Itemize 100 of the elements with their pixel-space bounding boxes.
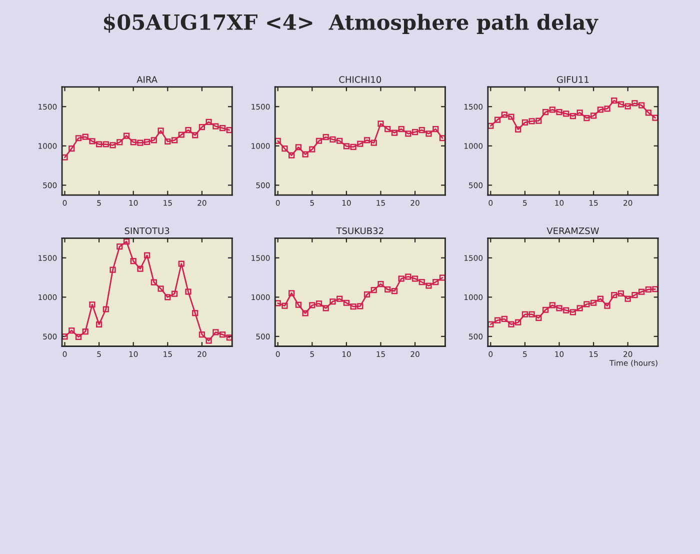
chart-title: GIFU11 [556, 76, 589, 83]
point [391, 130, 398, 136]
point [295, 144, 302, 150]
point [536, 314, 542, 322]
point [357, 140, 364, 147]
point [370, 140, 377, 146]
point [130, 258, 136, 264]
point [645, 286, 652, 292]
point [432, 126, 439, 132]
point [384, 126, 391, 132]
point [68, 327, 75, 334]
point [563, 307, 570, 314]
point [405, 274, 412, 280]
line-series [488, 98, 658, 132]
point [378, 280, 384, 288]
point [75, 135, 82, 142]
point [611, 98, 618, 104]
point [178, 132, 184, 138]
point [102, 306, 109, 312]
point [116, 243, 123, 250]
point [405, 130, 412, 137]
point [96, 321, 102, 328]
point [62, 334, 68, 340]
point [432, 279, 439, 286]
point [219, 331, 226, 338]
point [584, 301, 590, 308]
point [426, 130, 432, 137]
point [350, 304, 356, 310]
line-series [488, 286, 658, 328]
point [62, 154, 68, 160]
point [364, 291, 370, 298]
point [418, 279, 425, 286]
point [556, 108, 562, 116]
point [336, 296, 343, 302]
point [536, 118, 542, 124]
point [185, 126, 192, 134]
chart-title: SINTOTU3 [124, 227, 170, 234]
point [316, 300, 322, 307]
point [576, 110, 583, 116]
point [528, 118, 535, 124]
point [198, 331, 205, 338]
point [638, 102, 645, 108]
point [192, 132, 198, 138]
point [522, 119, 528, 126]
point [330, 136, 336, 143]
point [515, 126, 522, 132]
point [219, 125, 226, 132]
point [302, 151, 308, 158]
point [515, 319, 522, 326]
point [336, 138, 343, 144]
point [370, 287, 377, 294]
point [426, 282, 432, 289]
point [563, 110, 570, 117]
point [275, 300, 281, 306]
point [309, 302, 316, 308]
point [638, 288, 645, 295]
point [309, 146, 316, 152]
point [158, 286, 164, 292]
point [570, 112, 576, 120]
point [137, 266, 144, 272]
point [549, 106, 556, 113]
point [418, 126, 425, 134]
point [150, 137, 157, 144]
point [549, 302, 556, 308]
point [590, 112, 597, 119]
chart-title: VERAMZSW [546, 227, 599, 234]
point [384, 286, 391, 292]
point [508, 321, 514, 328]
point [398, 276, 404, 282]
point [412, 129, 418, 136]
point [68, 146, 75, 152]
point [212, 329, 219, 336]
point [178, 260, 184, 267]
point [96, 141, 102, 148]
point [89, 301, 96, 308]
point [316, 138, 322, 144]
point [522, 311, 528, 318]
point [75, 334, 82, 340]
point [597, 106, 604, 113]
chart-title: AIRA [136, 76, 158, 83]
point [192, 310, 198, 316]
point [171, 137, 178, 144]
point [116, 139, 123, 146]
point [198, 124, 205, 130]
point [330, 298, 336, 305]
point [295, 302, 302, 308]
point [624, 296, 631, 302]
point [164, 138, 171, 145]
point [206, 338, 212, 344]
point [322, 305, 329, 312]
point [652, 114, 658, 121]
point [282, 302, 288, 309]
point [123, 238, 130, 245]
point [364, 137, 370, 144]
point [164, 294, 171, 300]
point [350, 144, 356, 150]
point [494, 116, 501, 123]
point [398, 126, 404, 132]
point [624, 103, 631, 110]
point [584, 115, 590, 122]
